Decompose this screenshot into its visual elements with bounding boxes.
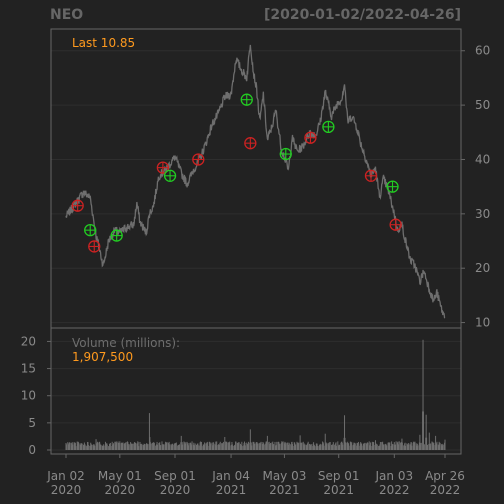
sell-signal-marker — [244, 137, 257, 150]
time-tick-label: May 03 — [262, 469, 306, 483]
price-tick-label: 20 — [475, 261, 490, 275]
price-line — [65, 44, 446, 319]
chart-date-range: [2020-01-02/2022-04-26] — [264, 7, 461, 23]
time-tick-label: Jan 04 — [211, 469, 250, 483]
signal-markers — [71, 93, 402, 253]
volume-value: 1,907,500 — [72, 350, 133, 364]
chart-title: NEO — [50, 7, 83, 23]
time-tick-year: 2021 — [323, 483, 354, 497]
time-tick-year: 2020 — [160, 483, 191, 497]
volume-panel-frame — [50, 327, 462, 455]
buy-signal-marker — [279, 147, 292, 161]
time-tick-year: 2020 — [105, 483, 136, 497]
sell-signal-marker — [192, 153, 205, 166]
volume-tick-label: 15 — [21, 362, 36, 376]
price-tick-label: 10 — [475, 316, 490, 330]
last-price-label: Last 10.85 — [72, 36, 135, 50]
volume-tick-label: 10 — [21, 389, 36, 403]
time-tick-label: Sep 01 — [154, 469, 196, 483]
sell-signal-marker — [389, 218, 402, 231]
volume-bars — [65, 339, 446, 450]
buy-signal-marker — [110, 229, 123, 242]
volume-tick-label: 20 — [21, 334, 36, 348]
sell-signal-marker — [156, 161, 170, 174]
sell-signal-marker — [364, 169, 378, 182]
price-grid — [51, 50, 461, 324]
buy-signal-marker — [84, 223, 97, 237]
volume-tick-label: 0 — [28, 443, 36, 457]
time-tick-year: 2022 — [430, 483, 461, 497]
sell-signal-marker — [304, 131, 317, 144]
buy-signal-marker — [163, 169, 177, 182]
volume-axis: 0 5 10 15 20 — [21, 334, 51, 457]
time-tick-label: Apr 26 — [425, 469, 465, 483]
time-tick-label: Sep 01 — [318, 469, 360, 483]
time-tick-label: May 01 — [98, 469, 142, 483]
buy-signal-marker — [322, 120, 335, 134]
time-tick-year: 2020 — [51, 483, 82, 497]
sell-signal-marker — [71, 199, 84, 212]
price-tick-label: 50 — [475, 98, 490, 112]
price-tick-label: 40 — [475, 152, 490, 166]
time-tick-label: Jan 03 — [375, 469, 414, 483]
volume-tick-label: 5 — [28, 416, 36, 430]
price-axis: 10 20 30 40 50 60 — [461, 44, 490, 330]
time-tick-year: 2021 — [216, 483, 247, 497]
price-tick-label: 30 — [475, 207, 490, 221]
buy-signal-marker — [386, 180, 399, 193]
sell-signal-marker — [88, 240, 101, 253]
time-tick-label: Jan 02 — [46, 469, 85, 483]
buy-signal-marker — [240, 93, 253, 106]
volume-title: Volume (millions): — [72, 336, 180, 350]
time-tick-year: 2022 — [379, 483, 410, 497]
price-tick-label: 60 — [475, 44, 490, 58]
time-tick-year: 2021 — [269, 483, 300, 497]
